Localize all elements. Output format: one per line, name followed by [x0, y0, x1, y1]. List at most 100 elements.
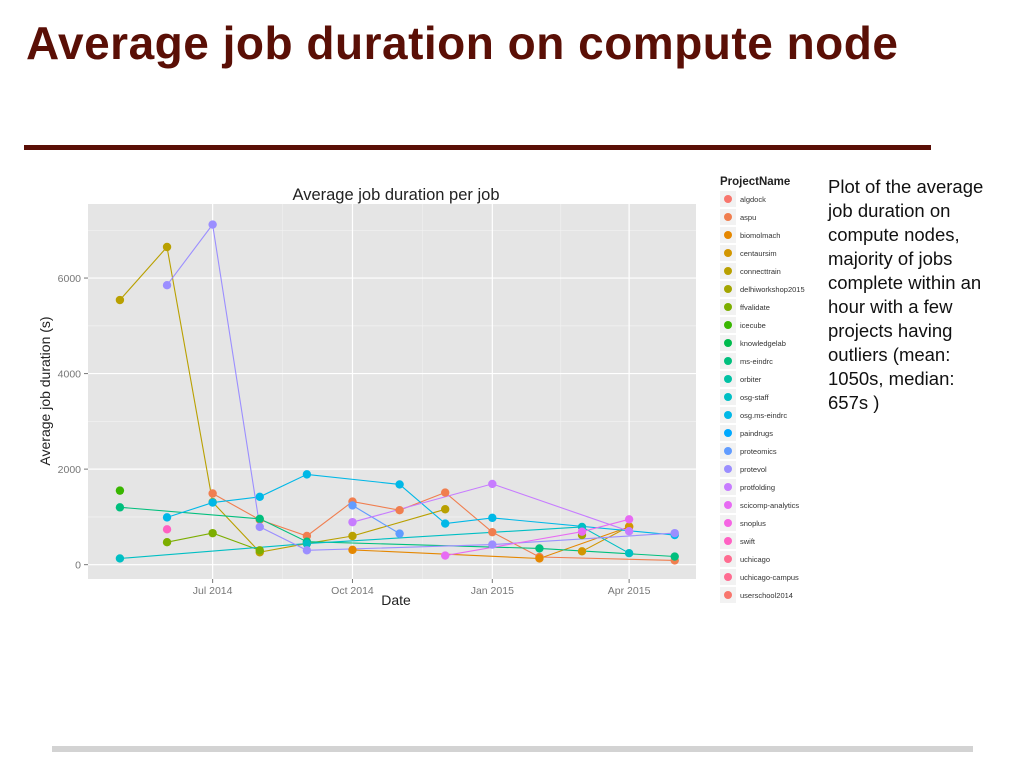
legend-key-biomolmach [724, 231, 732, 239]
data-point-osg-staff [624, 549, 634, 558]
legend-label-protfolding: protfolding [740, 483, 775, 492]
data-point-scicomp-analytics [441, 551, 450, 560]
legend-label-paindrugs: paindrugs [740, 429, 773, 438]
legend-title: ProjectName [720, 176, 790, 188]
legend-label-snoplus: snoplus [740, 519, 766, 528]
data-point-protevol [488, 540, 497, 549]
legend-label-connecttrain: connecttrain [740, 267, 781, 276]
legend-label-knowledgelab: knowledgelab [740, 339, 786, 348]
legend-key-delhiworkshop2015 [724, 285, 732, 293]
x-tick-label: Jul 2014 [193, 585, 233, 597]
data-point-osg.ms-eindrc [395, 480, 404, 489]
y-tick-label: 6000 [58, 273, 82, 285]
legend-label-swift: swift [740, 537, 756, 546]
y-tick-label: 2000 [58, 464, 82, 476]
legend-key-centaursim [724, 249, 732, 257]
legend-key-osg-staff [724, 393, 732, 401]
data-point-biomolmach [535, 554, 544, 563]
data-point-protevol [208, 220, 217, 229]
data-point-ffvalidate [255, 546, 264, 555]
data-point-protevol [302, 546, 312, 555]
y-axis-label: Average job duration (s) [37, 316, 53, 465]
legend-key-aspu [724, 213, 732, 221]
legend-label-proteomics: proteomics [740, 447, 777, 456]
legend-label-protevol: protevol [740, 465, 767, 474]
legend-label-centaursim: centaursim [740, 249, 777, 258]
data-point-centaursim [577, 547, 587, 556]
legend-label-delhiworkshop2015: delhiworkshop2015 [740, 285, 805, 294]
data-point-protfolding [624, 527, 634, 536]
legend-label-osg.ms-eindrc: osg.ms-eindrc [740, 411, 787, 420]
legend-key-uchicago [724, 555, 732, 563]
title-divider [24, 145, 931, 150]
legend-label-orbiter: orbiter [740, 375, 762, 384]
legend-label-biomolmach: biomolmach [740, 231, 780, 240]
data-point-connecttrain [441, 505, 450, 514]
legend-key-protfolding [724, 483, 732, 491]
data-point-osg.ms-eindrc [208, 498, 217, 507]
data-point-aspu [395, 506, 404, 515]
data-point-protevol [670, 528, 679, 538]
data-point-ms-eindrc [535, 544, 544, 553]
legend-label-userschool2014: userschool2014 [740, 591, 793, 600]
data-point-ms-eindrc [115, 503, 125, 512]
legend-key-protevol [724, 465, 732, 473]
x-tick-label: Apr 2015 [608, 585, 651, 597]
legend-label-osg-staff: osg-staff [740, 393, 770, 402]
data-point-osg.ms-eindrc [441, 519, 450, 528]
legend-label-algdock: algdock [740, 195, 766, 204]
slide-title: Average job duration on compute node [26, 17, 899, 69]
x-axis-label: Date [381, 592, 411, 608]
legend-key-uchicago-campus [724, 573, 732, 581]
data-point-biomolmach [348, 545, 357, 555]
chart-title: Average job duration per job [292, 186, 499, 204]
data-point-osg.ms-eindrc [302, 470, 312, 479]
y-tick-label: 0 [75, 560, 81, 572]
series-line-osg.ms-eindrc [166, 473, 675, 536]
data-point-protevol [162, 281, 172, 290]
legend-key-proteomics [724, 447, 732, 455]
series-points [115, 220, 679, 565]
legend-label-icecube: icecube [740, 321, 766, 330]
data-point-scicomp-analytics [624, 515, 634, 524]
data-point-connecttrain [348, 531, 357, 541]
legend-key-ms-eindrc [724, 357, 732, 365]
legend-key-swift [724, 537, 732, 545]
data-point-proteomics [348, 501, 357, 510]
description-text: Plot of the average job duration on comp… [828, 176, 984, 413]
series-line-protevol [166, 223, 675, 551]
data-point-aspu [488, 527, 497, 537]
plot-panel [88, 204, 696, 579]
data-point-protevol [255, 522, 264, 532]
legend-label-uchicago-campus: uchicago-campus [740, 573, 799, 582]
data-point-proteomics [395, 529, 404, 538]
x-tick-label: Jan 2015 [471, 585, 514, 597]
data-point-protfolding [348, 517, 357, 527]
legend-key-connecttrain [724, 267, 732, 275]
legend-key-orbiter [724, 375, 732, 383]
legend-key-scicomp-analytics [724, 501, 732, 509]
data-point-scicomp-analytics [577, 527, 587, 536]
data-point-ms-eindrc [255, 514, 264, 524]
x-axis-ticks: Jul 2014 Oct 2014 Jan 2015 Apr 2015 [193, 579, 651, 597]
data-point-ffvalidate [208, 528, 217, 538]
grid-lines [88, 204, 696, 579]
legend-label-scicomp-analytics: scicomp-analytics [740, 501, 799, 510]
data-point-osg.ms-eindrc [162, 513, 172, 522]
data-point-ms-eindrc [670, 552, 679, 561]
data-point-aspu [208, 489, 217, 498]
data-point-connecttrain [115, 295, 125, 305]
footer-bar [52, 746, 973, 752]
legend-key-osg.ms-eindrc [724, 411, 732, 419]
legend-key-userschool2014 [724, 591, 732, 599]
data-point-osg.ms-eindrc [255, 492, 264, 502]
data-point-ffvalidate [162, 538, 172, 547]
series-line-proteomics [352, 504, 400, 535]
legend-key-algdock [724, 195, 732, 203]
legend-key-icecube [724, 321, 732, 329]
data-point-aspu [441, 488, 450, 497]
legend-key-ffvalidate [724, 303, 732, 311]
data-point-protfolding [488, 479, 497, 489]
legend-items: algdock aspu biomolmach centaursim connecttr… [720, 191, 805, 603]
y-tick-label: 4000 [58, 369, 82, 381]
